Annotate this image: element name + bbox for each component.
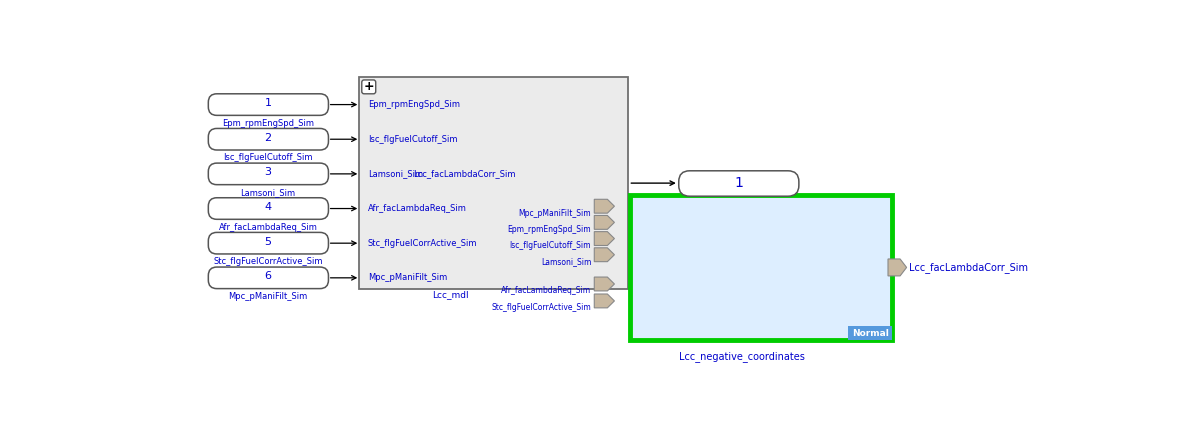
Text: Afr_facLambdaReq_Sim: Afr_facLambdaReq_Sim bbox=[219, 223, 317, 232]
Text: Stc_flgFuelCorrActive_Sim: Stc_flgFuelCorrActive_Sim bbox=[491, 303, 592, 312]
FancyBboxPatch shape bbox=[208, 233, 329, 254]
Text: Afr_facLambdaReq_Sim: Afr_facLambdaReq_Sim bbox=[502, 286, 592, 295]
Text: Lcc_mdl: Lcc_mdl bbox=[432, 290, 468, 299]
Text: 4: 4 bbox=[265, 202, 272, 212]
Text: +: + bbox=[363, 80, 374, 93]
Text: 2: 2 bbox=[265, 133, 272, 143]
FancyBboxPatch shape bbox=[679, 171, 799, 196]
Text: Lamsoni_Sim: Lamsoni_Sim bbox=[240, 188, 296, 197]
Polygon shape bbox=[594, 277, 614, 291]
Text: Afr_facLambdaReq_Sim: Afr_facLambdaReq_Sim bbox=[368, 204, 467, 213]
Text: Lcc_facLambdaCorr_Sim: Lcc_facLambdaCorr_Sim bbox=[909, 262, 1028, 273]
Text: Mpc_pManiFilt_Sim: Mpc_pManiFilt_Sim bbox=[228, 292, 308, 301]
Text: Mpc_pManiFilt_Sim: Mpc_pManiFilt_Sim bbox=[518, 209, 592, 218]
Polygon shape bbox=[594, 199, 614, 213]
Text: Stc_flgFuelCorrActive_Sim: Stc_flgFuelCorrActive_Sim bbox=[368, 239, 478, 248]
Polygon shape bbox=[594, 248, 614, 262]
Text: Lamsoni_Sim: Lamsoni_Sim bbox=[541, 257, 592, 266]
Polygon shape bbox=[594, 294, 614, 308]
Text: Isc_flgFuelCutoff_Sim: Isc_flgFuelCutoff_Sim bbox=[510, 241, 592, 250]
FancyBboxPatch shape bbox=[208, 163, 329, 185]
Text: 6: 6 bbox=[265, 271, 272, 281]
Text: Epm_rpmEngSpd_Sim: Epm_rpmEngSpd_Sim bbox=[368, 100, 460, 109]
Text: Isc_flgFuelCutoff_Sim: Isc_flgFuelCutoff_Sim bbox=[368, 135, 458, 144]
FancyBboxPatch shape bbox=[208, 198, 329, 220]
Text: Lamsoni_Sim: Lamsoni_Sim bbox=[368, 169, 424, 178]
Text: Lcc_negative_coordinates: Lcc_negative_coordinates bbox=[679, 351, 804, 362]
FancyBboxPatch shape bbox=[362, 80, 376, 94]
Bar bbox=[629, 195, 892, 340]
FancyBboxPatch shape bbox=[208, 94, 329, 116]
FancyBboxPatch shape bbox=[208, 267, 329, 289]
Text: Lcc_facLambdaCorr_Sim: Lcc_facLambdaCorr_Sim bbox=[414, 169, 516, 178]
Bar bbox=[358, 77, 628, 289]
Text: Mpc_pManiFilt_Sim: Mpc_pManiFilt_Sim bbox=[368, 273, 447, 282]
Text: 1: 1 bbox=[733, 176, 743, 190]
Text: Epm_rpmEngSpd_Sim: Epm_rpmEngSpd_Sim bbox=[508, 225, 592, 234]
Bar bbox=[848, 326, 892, 340]
Polygon shape bbox=[594, 215, 614, 229]
Text: Normal: Normal bbox=[852, 329, 888, 338]
Text: 3: 3 bbox=[265, 168, 272, 177]
FancyBboxPatch shape bbox=[208, 129, 329, 150]
Text: Stc_flgFuelCorrActive_Sim: Stc_flgFuelCorrActive_Sim bbox=[213, 257, 323, 266]
Text: 5: 5 bbox=[265, 237, 272, 247]
Polygon shape bbox=[888, 259, 906, 276]
Text: 1: 1 bbox=[265, 98, 272, 108]
Polygon shape bbox=[594, 232, 614, 246]
Text: Isc_flgFuelCutoff_Sim: Isc_flgFuelCutoff_Sim bbox=[224, 153, 312, 162]
Text: Epm_rpmEngSpd_Sim: Epm_rpmEngSpd_Sim bbox=[222, 119, 313, 128]
